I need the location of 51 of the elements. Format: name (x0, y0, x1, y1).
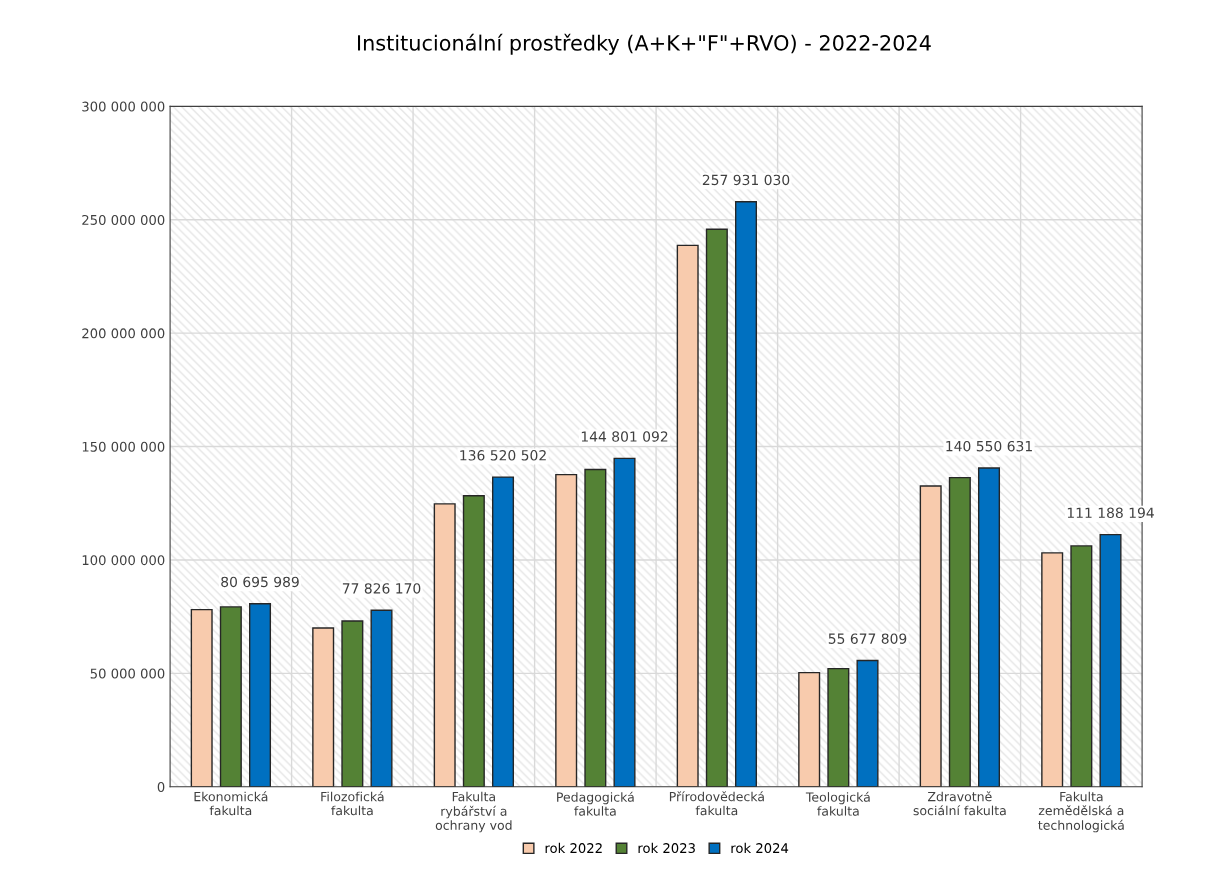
bar (341, 620, 364, 787)
data-label: 257 931 030 (702, 174, 790, 186)
y-tick-label: 150 000 000 (82, 441, 165, 452)
bar (1099, 533, 1122, 787)
bar (462, 495, 485, 787)
bar (248, 603, 272, 787)
bar (491, 476, 515, 787)
x-tick-label: Filozofická fakulta (321, 791, 384, 816)
chart-title: Institucionální prostředky (A+K+"F"+RVO) - 2022-2024 (357, 33, 931, 55)
data-label: 80 695 989 (221, 576, 299, 588)
bar (977, 467, 1001, 787)
y-tick-label: 0 (157, 781, 165, 792)
bar (312, 627, 335, 787)
data-label: 111 188 194 (1067, 507, 1154, 518)
bar (919, 485, 942, 787)
x-tick-label: Fakulta rybářství a ochrany vod (435, 791, 512, 833)
y-tick-label: 100 000 000 (82, 555, 165, 566)
y-tick-label: 250 000 000 (82, 214, 165, 225)
data-label: 136 520 502 (460, 450, 546, 461)
data-label: 144 801 092 (581, 431, 668, 442)
bar (856, 659, 879, 787)
bar (555, 473, 578, 787)
bar (705, 228, 728, 787)
bar (370, 609, 393, 787)
data-label: 140 550 631 (946, 440, 1032, 452)
data-label: 77 826 170 (342, 583, 421, 594)
bar (584, 468, 607, 787)
bar (798, 671, 821, 787)
legend-label: rok 2023 (638, 842, 695, 854)
bar (433, 503, 456, 787)
bar (734, 201, 758, 787)
legend-label: rok 2024 (731, 842, 789, 854)
bar (948, 476, 971, 787)
y-tick-label: 50 000 000 (90, 668, 165, 679)
bar (1070, 545, 1093, 787)
bar (676, 244, 699, 787)
bar (190, 608, 213, 787)
legend-label: rok 2022 (545, 842, 602, 854)
bar (219, 606, 242, 787)
bar (827, 667, 850, 787)
y-tick-label: 300 000 000 (82, 101, 165, 112)
x-tick-label: Přírodovědecká fakulta (669, 791, 764, 816)
bar (613, 457, 636, 787)
y-tick-label: 200 000 000 (82, 328, 165, 339)
x-tick-label: Zdravotně sociální fakulta (913, 791, 1006, 816)
bar (1041, 552, 1064, 787)
data-label: 55 677 809 (828, 633, 907, 644)
x-tick-label: Pedagogická fakulta (557, 791, 634, 816)
x-tick-label: Ekonomická fakulta (194, 791, 268, 816)
x-tick-label: Fakulta zemědělská a technologická (1038, 791, 1124, 833)
x-tick-label: Teologická fakulta (805, 791, 870, 816)
